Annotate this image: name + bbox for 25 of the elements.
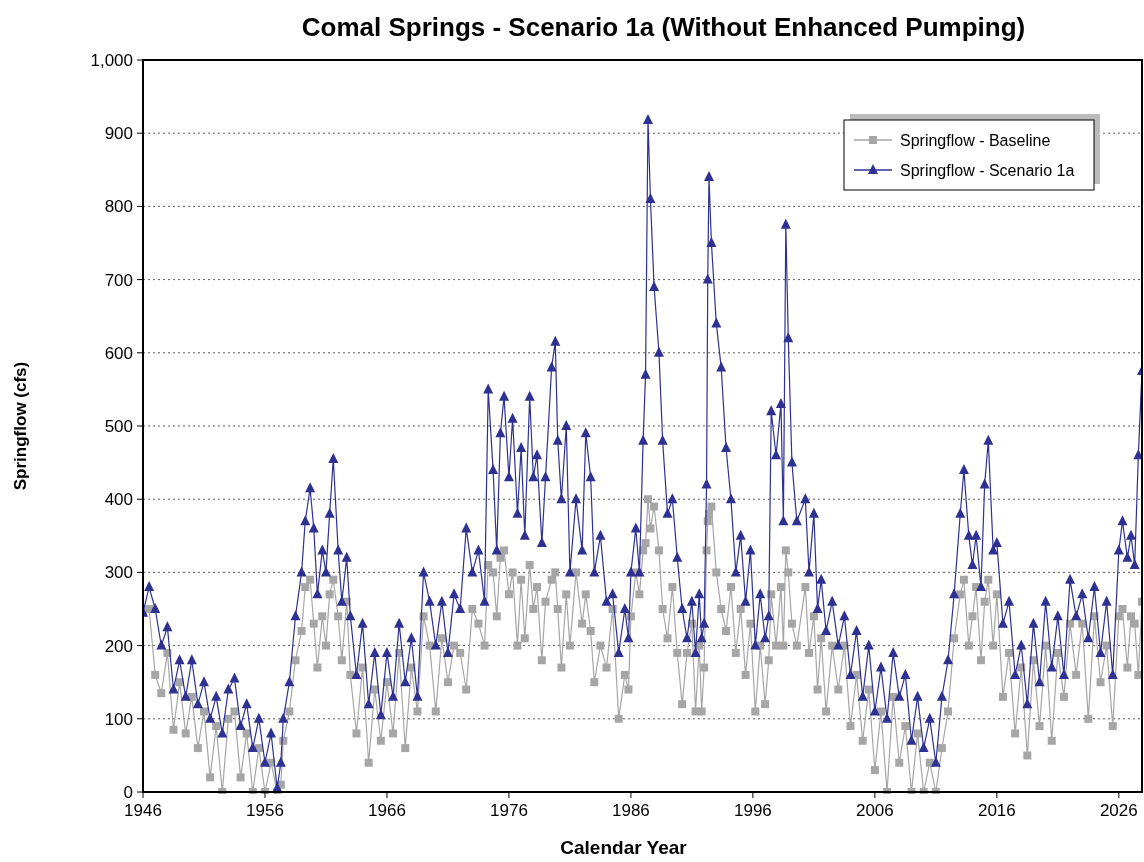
y-tick-label: 800 — [104, 197, 133, 217]
chart-title: Comal Springs - Scenario 1a (Without Enhanced Pumping) — [301, 12, 1026, 42]
y-tick-label: 400 — [104, 490, 133, 510]
x-tick-label: 1976 — [490, 801, 528, 820]
y-tick-label: 300 — [104, 563, 133, 583]
x-tick-label: 1986 — [612, 801, 650, 820]
x-tick-label: 2006 — [855, 801, 894, 820]
legend-label: Springflow - Baseline — [900, 131, 1051, 149]
x-tick-label: 2016 — [977, 801, 1016, 820]
y-tick-label: 200 — [104, 636, 133, 656]
x-tick-label: 1996 — [733, 801, 772, 820]
x-tick-label: 2026 — [1099, 801, 1138, 820]
x-tick-label: 1946 — [124, 801, 162, 820]
legend-label: Springflow - Scenario 1a — [900, 161, 1075, 179]
y-tick-label: 900 — [104, 124, 133, 144]
y-tick-label: 1,000 — [90, 50, 133, 70]
y-tick-label: 500 — [104, 416, 133, 436]
y-tick-label: 600 — [104, 343, 133, 363]
y-axis-title: Springflow (cfs) — [11, 361, 30, 491]
x-tick-label: 1966 — [368, 801, 406, 820]
y-tick-label: 700 — [104, 270, 133, 290]
y-tick-label: 100 — [104, 709, 133, 729]
y-tick-label: 0 — [123, 782, 133, 802]
x-tick-label: 1956 — [246, 801, 284, 820]
x-axis-title: Calendar Year — [560, 837, 688, 858]
